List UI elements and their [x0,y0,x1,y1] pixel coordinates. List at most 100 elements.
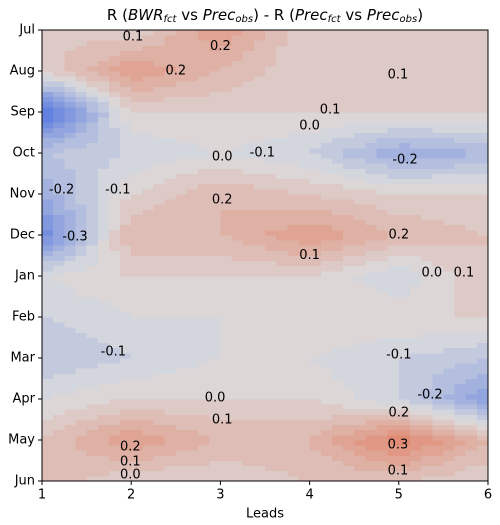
contour-cell [186,132,199,139]
contour-cell [398,311,411,318]
contour-cell [131,440,143,446]
contour-cell [86,465,99,472]
contour-cell [398,81,411,87]
contour-cell [120,224,132,231]
contour-cell [320,209,333,215]
contour-cell [376,378,389,385]
contour-cell [276,229,288,236]
contour-cell [175,96,188,103]
contour-cell [53,224,65,231]
contour-cell [120,127,132,133]
contour-cell [343,429,355,436]
contour-cell [131,106,143,113]
contour-cell [443,276,455,282]
contour-cell [265,424,277,431]
contour-cell [421,112,433,118]
contour-cell [253,173,266,180]
contour-cell [108,445,121,451]
contour-cell [409,173,422,180]
contour-cell [86,117,99,123]
contour-cell [209,286,221,292]
contour-cell [220,224,232,231]
contour-cell [343,127,355,133]
contour-cell [365,199,377,205]
contour-cell [331,414,344,420]
contour-cell [108,183,121,190]
contour-cell [142,250,154,256]
contour-cell [175,86,188,92]
contour-cell [432,409,444,415]
contour-cell [242,81,255,87]
contour-cell [331,55,344,62]
contour-cell [198,45,210,51]
contour-cell [253,301,266,308]
contour-cell [75,250,87,256]
y-tick-label: Nov [10,187,36,202]
contour-cell [64,224,76,231]
contour-cell [343,188,355,195]
contour-cell [287,440,299,446]
contour-cell [97,424,110,431]
contour-cell [53,40,65,46]
contour-cell [476,153,489,159]
contour-label: 0.0 [299,118,320,133]
contour-cell [409,383,422,390]
contour-cell [220,55,232,62]
contour-cell [131,388,143,395]
contour-cell [242,147,255,154]
contour-cell [465,327,478,333]
contour-cell [175,393,188,400]
contour-cell [387,358,400,364]
contour-cell [354,373,366,379]
contour-cell [276,470,288,477]
contour-cell [231,112,244,118]
contour-cell [265,332,277,338]
contour-cell [86,245,99,251]
contour-cell [198,342,210,349]
contour-cell [186,81,199,87]
contour-cell [309,245,322,251]
contour-cell [476,229,489,236]
contour-cell [298,399,310,405]
contour-cell [231,399,244,405]
contour-cell [376,455,389,461]
contour-cell [331,250,344,256]
contour-cell [231,270,244,277]
contour-cell [276,224,288,231]
contour-cell [354,178,366,185]
contour-cell [476,342,489,349]
contour-cell [432,117,444,123]
contour-cell [276,194,288,200]
contour-cell [265,399,277,405]
contour-cell [142,378,154,385]
contour-cell [454,445,467,451]
contour-cell [175,229,188,236]
contour-cell [421,404,433,410]
contour-cell [320,30,333,36]
contour-cell [186,240,199,246]
contour-cell [108,178,121,185]
contour-cell [409,424,422,431]
contour-cell [186,71,199,77]
contour-cell [42,194,54,200]
contour-cell [164,440,177,446]
contour-cell [120,55,132,62]
contour-cell [64,291,76,297]
contour-cell [331,337,344,344]
contour-cell [42,409,54,415]
contour-cell [387,194,400,200]
contour-cell [253,30,266,36]
contour-cell [465,465,478,472]
contour-cell [97,245,110,251]
contour-cell [253,250,266,256]
contour-cell [86,409,99,415]
contour-cell [86,255,99,262]
contour-cell [409,434,422,441]
contour-cell [354,393,366,400]
contour-cell [242,168,255,174]
contour-cell [186,55,199,62]
contour-cell [120,399,132,405]
contour-cell [320,168,333,174]
contour-cell [53,142,65,149]
contour-cell [142,91,154,98]
